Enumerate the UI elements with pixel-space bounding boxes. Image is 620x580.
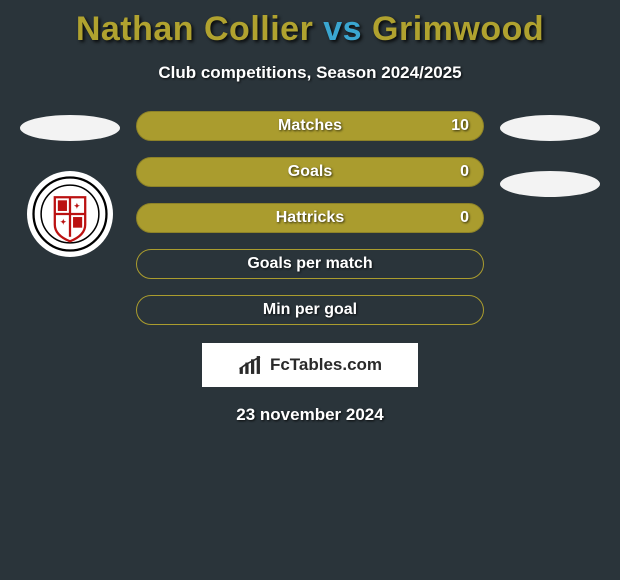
left-side: ✦ ✦ (10, 111, 130, 325)
stat-bar-min-per-goal: Min per goal (136, 295, 484, 325)
stat-bar-goals-per-match: Goals per match (136, 249, 484, 279)
right-side (490, 111, 610, 325)
stat-label: Goals per match (247, 255, 372, 273)
stat-bars: Matches 10 Goals 0 Hattricks 0 Goals per match… (130, 111, 490, 325)
date-text: 23 november 2024 (0, 405, 620, 425)
right-player-placeholder-2 (500, 171, 600, 197)
stat-label: Matches (278, 117, 342, 135)
subtitle: Club competitions, Season 2024/2025 (0, 63, 620, 83)
brand-banner: FcTables.com (202, 343, 418, 387)
stat-bar-matches: Matches 10 (136, 111, 484, 141)
svg-text:✦: ✦ (74, 202, 81, 211)
stat-bar-hattricks: Hattricks 0 (136, 203, 484, 233)
stat-label: Hattricks (276, 209, 344, 227)
title-player2: Grimwood (372, 10, 544, 48)
title-player1: Nathan Collier (76, 10, 313, 48)
title-vs: vs (323, 10, 362, 48)
stat-label: Min per goal (263, 301, 357, 319)
right-player-placeholder-1 (500, 115, 600, 141)
brand-text: FcTables.com (270, 355, 382, 375)
comparison-area: ✦ ✦ Matches 10 Goals 0 Hattricks 0 Goals per m… (0, 111, 620, 325)
stat-bar-goals: Goals 0 (136, 157, 484, 187)
left-club-crest: ✦ ✦ (27, 171, 113, 257)
stat-right-value: 10 (451, 117, 469, 135)
stat-right-value: 0 (460, 209, 469, 227)
bar-chart-icon (238, 354, 264, 376)
page-title: Nathan Collier vs Grimwood (0, 0, 620, 49)
left-player-placeholder-1 (20, 115, 120, 141)
stat-right-value: 0 (460, 163, 469, 181)
stat-label: Goals (288, 163, 332, 181)
svg-text:✦: ✦ (60, 218, 67, 227)
woking-crest-icon: ✦ ✦ (32, 176, 108, 252)
